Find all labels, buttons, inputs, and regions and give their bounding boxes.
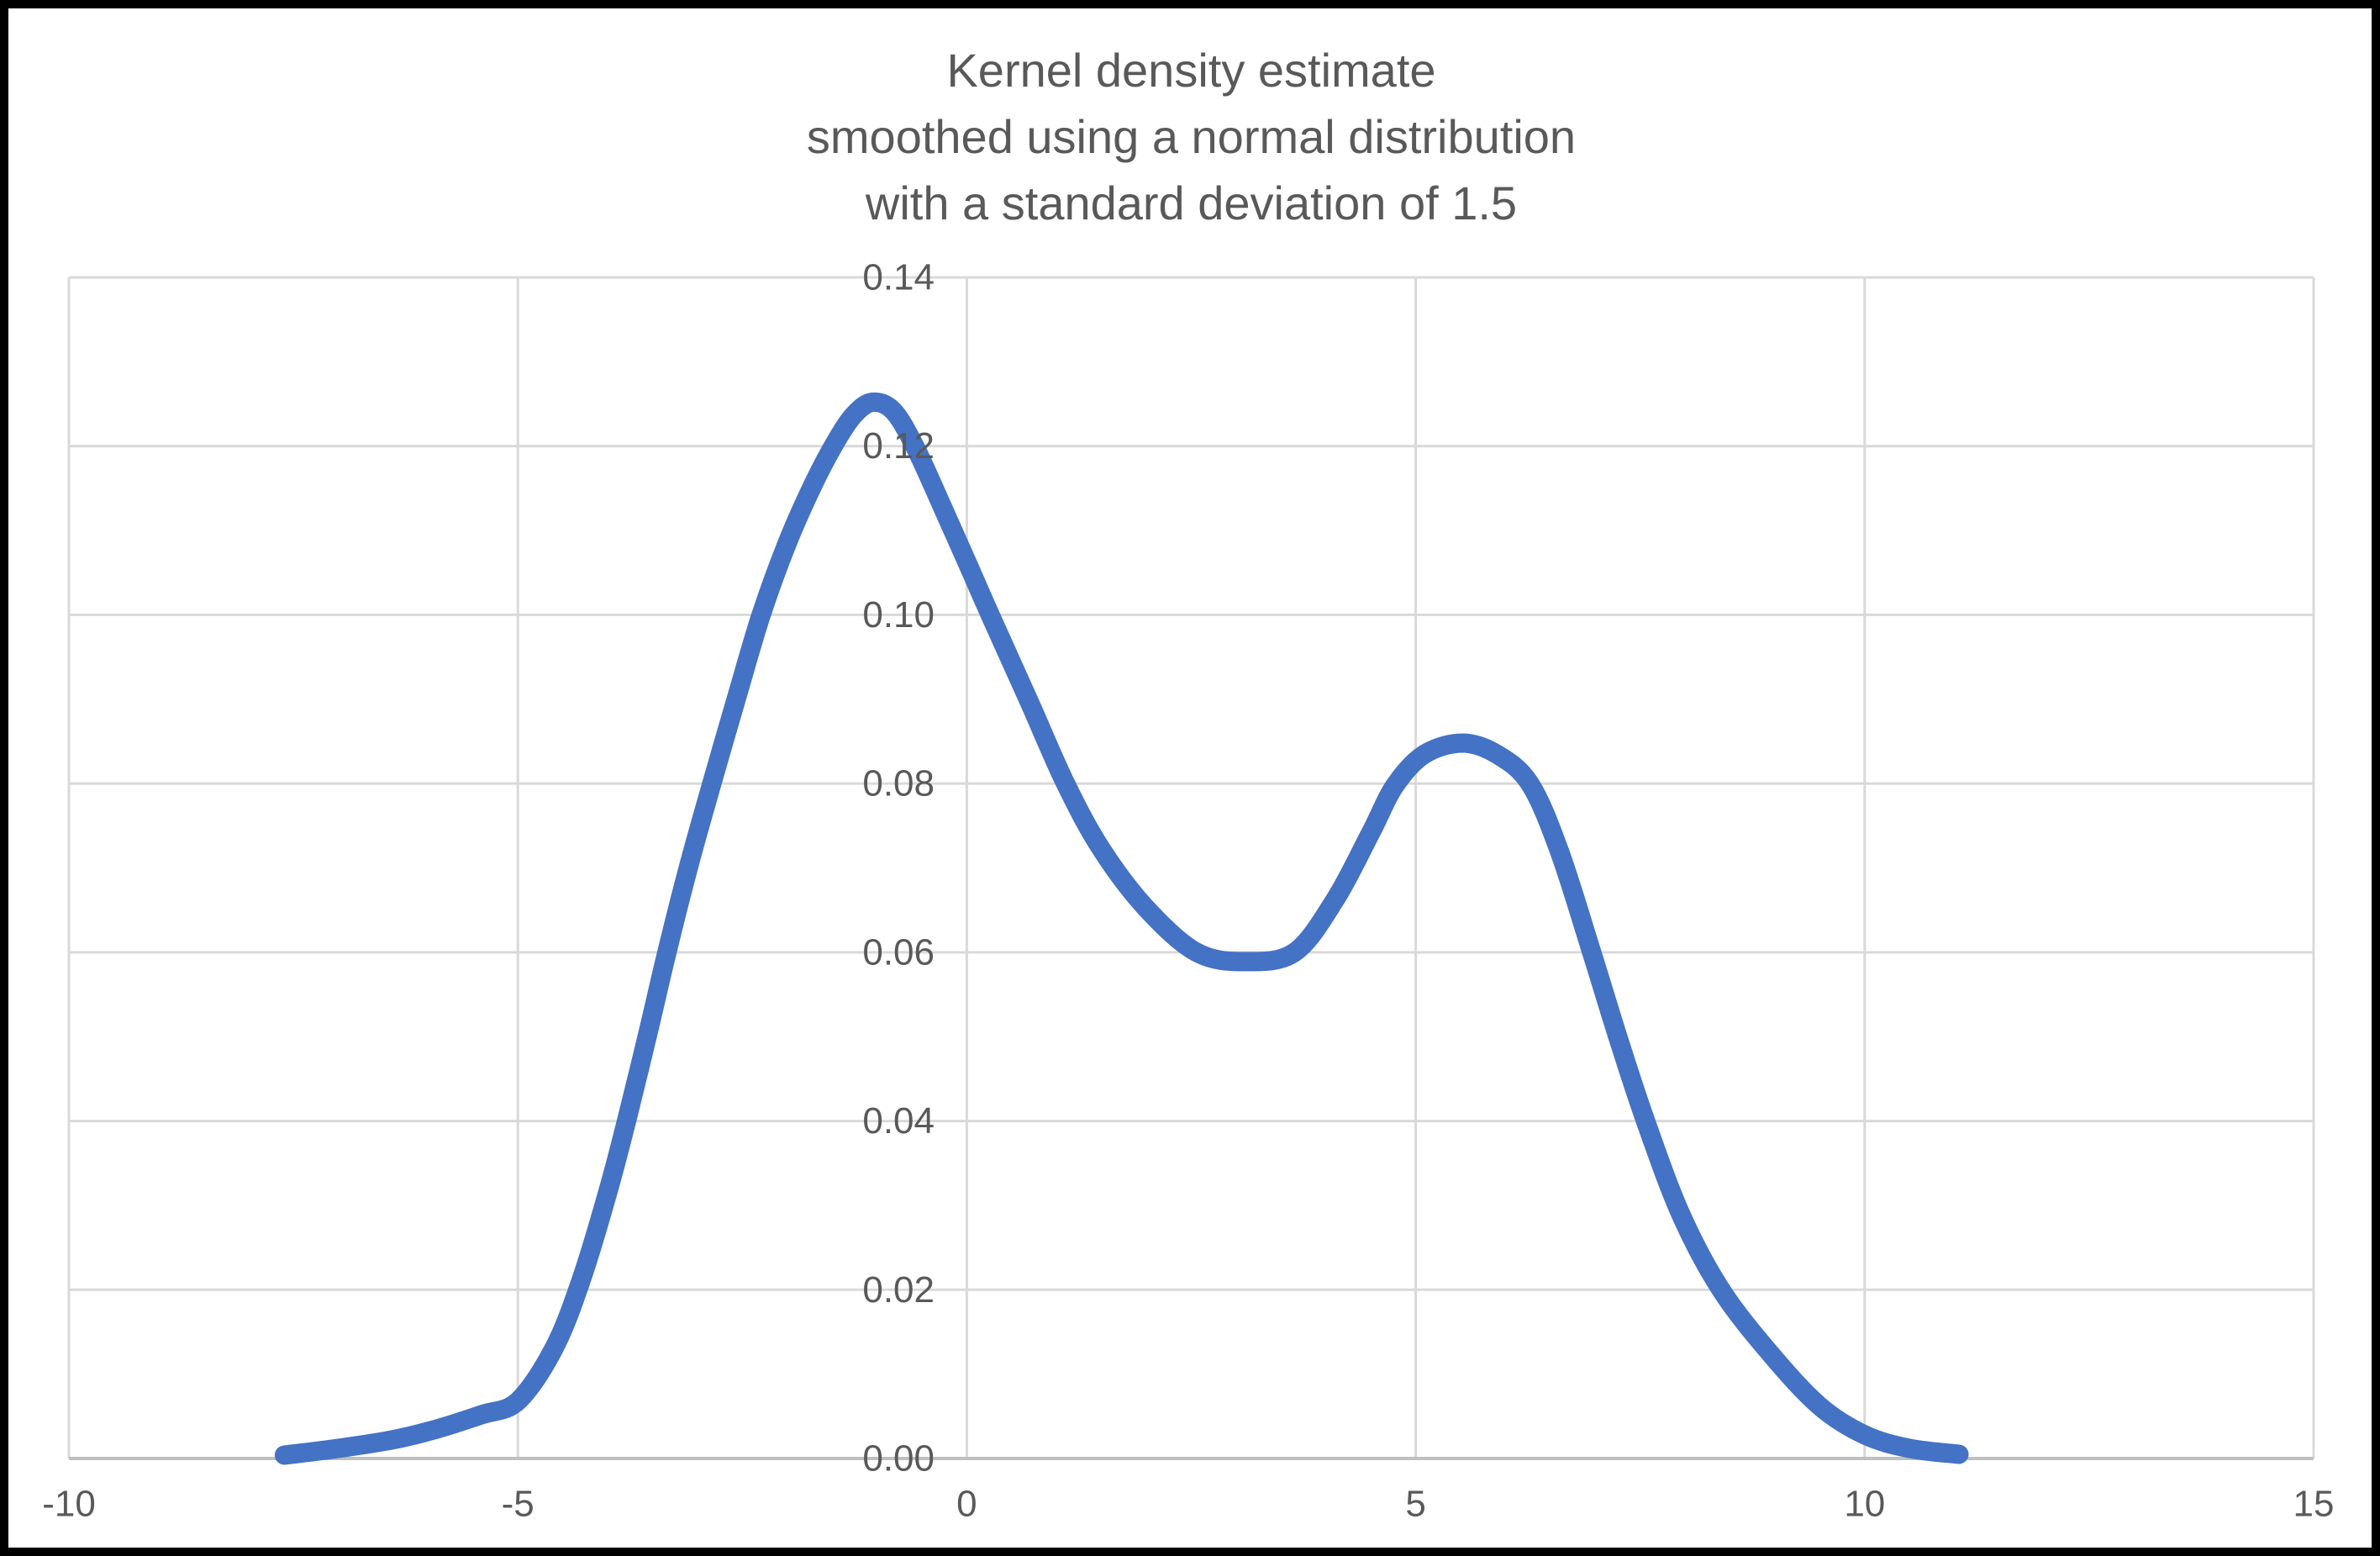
x-tick-label: 0 [956, 1484, 977, 1525]
x-tick-label: 5 [1405, 1484, 1425, 1525]
y-tick-label: 0.08 [862, 763, 935, 804]
y-tick-label: 0.10 [862, 594, 935, 636]
x-tick-label: -10 [42, 1484, 96, 1525]
y-tick-label: 0.00 [862, 1438, 935, 1480]
y-tick-label: 0.12 [862, 425, 935, 467]
x-tick-label: 10 [1844, 1484, 1885, 1525]
y-tick-label: 0.04 [862, 1100, 935, 1142]
data-series [274, 392, 1969, 1465]
x-tick-label: 15 [2293, 1484, 2335, 1525]
gridlines [67, 276, 2315, 1458]
x-tick-label: -5 [502, 1484, 534, 1525]
y-tick-label: 0.14 [862, 257, 935, 298]
y-tick-label: 0.02 [862, 1269, 935, 1311]
tick-labels: 0.00 0.02 0.04 0.06 0.08 0.10 0.12 0.14 -10 -5 0 5 1… [42, 257, 2334, 1525]
kde-curve [274, 392, 1969, 1465]
y-tick-label: 0.06 [862, 931, 935, 973]
